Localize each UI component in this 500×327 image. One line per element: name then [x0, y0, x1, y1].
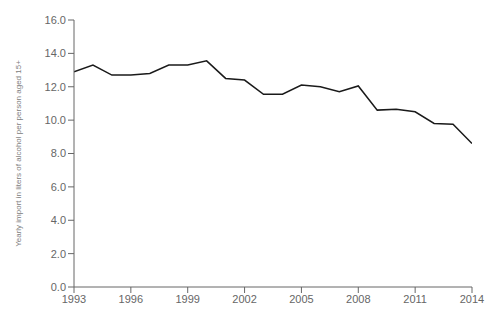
svg-text:1999: 1999 [175, 293, 199, 305]
svg-text:2002: 2002 [232, 293, 256, 305]
svg-text:2014: 2014 [460, 293, 484, 305]
svg-text:14.0: 14.0 [45, 47, 66, 59]
svg-text:16.0: 16.0 [45, 14, 66, 26]
svg-text:2008: 2008 [346, 293, 370, 305]
svg-text:1996: 1996 [119, 293, 143, 305]
svg-text:1993: 1993 [62, 293, 86, 305]
svg-text:8.0: 8.0 [51, 147, 66, 159]
svg-text:2.0: 2.0 [51, 248, 66, 260]
svg-text:2011: 2011 [403, 293, 427, 305]
svg-text:4.0: 4.0 [51, 214, 66, 226]
svg-text:Yearly import in liters of alc: Yearly import in liters of alcohol per p… [14, 60, 23, 247]
svg-text:0.0: 0.0 [51, 281, 66, 293]
svg-text:10.0: 10.0 [45, 114, 66, 126]
svg-text:12.0: 12.0 [45, 81, 66, 93]
svg-text:6.0: 6.0 [51, 181, 66, 193]
svg-text:2005: 2005 [289, 293, 313, 305]
